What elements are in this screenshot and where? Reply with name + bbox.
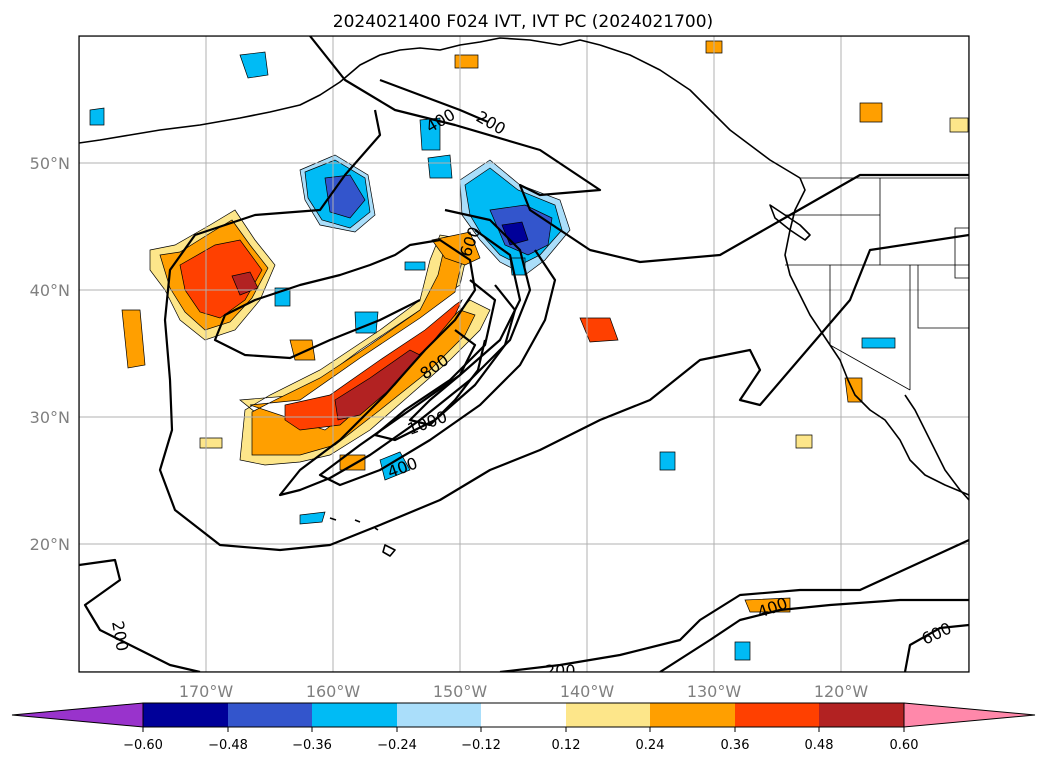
positive-patch-e: [744, 597, 791, 613]
colorbar-ticks: −0.60 −0.48 −0.36 −0.24 −0.12 0.12 0.24 …: [123, 727, 918, 753]
negative-patch-k: [299, 511, 326, 525]
negative-patch-l: [89, 107, 105, 126]
colorbar-segment: [481, 703, 566, 727]
colorbar-tick-label: −0.24: [377, 738, 417, 753]
colorbar-segment: [228, 703, 312, 727]
colorbar-tick-label: −0.48: [208, 738, 248, 753]
colorbar-tick-label: −0.36: [292, 738, 332, 753]
positive-patch-j: [199, 437, 223, 449]
colorbar-segment: [566, 703, 650, 727]
negative-patch-a: [239, 51, 269, 79]
colorbar-tick-label: 0.12: [552, 738, 581, 753]
alaska-coast: [79, 37, 601, 144]
lon-label-120w: 120°W: [814, 682, 869, 701]
contour-600-band: [318, 229, 557, 487]
negative-patch-g: [861, 337, 896, 349]
us-west-coast: [784, 177, 969, 496]
positive-band-strong: [284, 298, 463, 431]
positive-west-extreme: [231, 271, 259, 296]
colorbar-segment: [819, 703, 904, 727]
ivt-contours: [79, 36, 969, 672]
contour-labels: 200 400 600 800 1000 400 200 400 600 200: [108, 105, 954, 680]
contour-200-southeast: [499, 539, 969, 672]
bc-coast: [599, 44, 801, 179]
positive-west-strong: [179, 239, 263, 319]
map-title: 2024021400 F024 IVT, IVT PC (2024021700): [333, 12, 713, 32]
positive-ne-patch: [431, 231, 481, 266]
contour-1000-band: [408, 329, 487, 427]
map-area: 200 400 600 800 1000 400 200 400 600 200: [79, 36, 969, 680]
colorbar-tick-label: −0.60: [123, 738, 163, 753]
longitude-labels: 170°W 160°W 150°W 140°W 130°W 120°W: [179, 682, 869, 701]
contour-200-west: [158, 109, 969, 552]
graticule: [79, 36, 969, 672]
contour-label-200-c: 200: [545, 661, 576, 680]
lon-label-140w: 140°W: [560, 682, 615, 701]
contour-400-north: [379, 78, 489, 124]
positive-patch-h: [339, 454, 366, 471]
colorbar-segment: [650, 703, 735, 727]
lat-label-50n: 50°N: [30, 154, 70, 173]
colorbar-segment: [735, 703, 819, 727]
state-borders: [785, 178, 969, 391]
positive-patch-k: [795, 434, 813, 449]
colorbar-extend-high: [903, 702, 1036, 728]
lon-label-150w: 150°W: [433, 682, 488, 701]
contour-800-band: [373, 279, 517, 442]
negative-patch-c: [427, 154, 453, 179]
colorbar-tick-label: 0.60: [890, 738, 919, 753]
colorbar-tick-label: 0.48: [805, 738, 834, 753]
contour-200-south: [79, 558, 201, 672]
lon-label-130w: 130°W: [687, 682, 742, 701]
lon-label-170w: 170°W: [179, 682, 234, 701]
colorbar: −0.60 −0.48 −0.36 −0.24 −0.12 0.12 0.24 …: [11, 702, 1036, 753]
contour-400-southeast: [659, 598, 969, 672]
colorbar-extend-low: [11, 702, 144, 728]
colorbar-segment: [312, 703, 397, 727]
negative-patch-j: [379, 451, 411, 481]
positive-patch-i: [121, 309, 146, 369]
vancouver-island: [769, 204, 811, 241]
lat-label-40n: 40°N: [30, 281, 70, 300]
lat-label-30n: 30°N: [30, 408, 70, 427]
map-frame: [78, 35, 970, 673]
shading-layer: [89, 40, 969, 661]
contour-400-band: [213, 208, 532, 497]
colorbar-tick-label: 0.36: [721, 738, 750, 753]
contour-600-southeast: [903, 623, 969, 672]
hawaii: [329, 517, 396, 557]
lon-label-160w: 160°W: [306, 682, 361, 701]
negative-patch-i: [734, 641, 751, 661]
colorbar-segment: [397, 703, 481, 727]
colorbar-tick-label: −0.12: [461, 738, 501, 753]
political-borders: [785, 177, 969, 391]
colorbar-segment: [143, 703, 228, 727]
latitude-labels: 50°N 40°N 30°N 20°N: [30, 154, 70, 554]
contour-200-main: [309, 36, 969, 264]
positive-patch-g: [454, 54, 479, 69]
negative-patch-h: [659, 451, 676, 471]
coastlines: [79, 37, 969, 557]
lat-label-20n: 20°N: [30, 535, 70, 554]
positive-patch-l: [949, 117, 969, 133]
negative-patch-f: [404, 261, 426, 271]
positive-patch-d: [859, 102, 883, 123]
colorbar-tick-label: 0.24: [636, 738, 665, 753]
baja-coast: [904, 394, 969, 501]
